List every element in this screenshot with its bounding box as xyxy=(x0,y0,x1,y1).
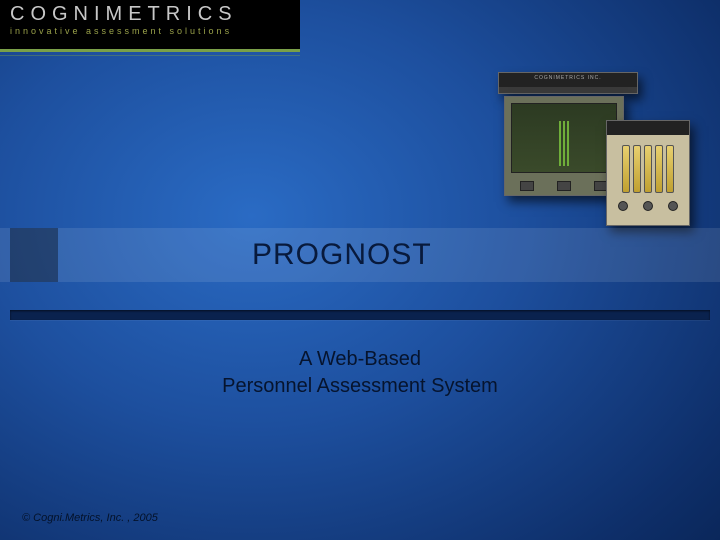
mock-window-title: COGNIMETRICS INC. xyxy=(499,73,637,87)
copyright-footer: © Cogni.Metrics, Inc. , 2005 xyxy=(22,512,158,524)
slide: COGNIMETRICS innovative assessment solut… xyxy=(0,0,720,540)
slide-title: PROGNOST xyxy=(252,238,432,272)
mixer-sliders xyxy=(607,135,689,197)
logo-accent-line-thin xyxy=(0,55,300,56)
title-band: PROGNOST xyxy=(0,228,720,282)
slide-subtitle: A Web-Based Personnel Assessment System xyxy=(0,346,720,400)
subtitle-line-2: Personnel Assessment System xyxy=(222,375,498,397)
mock-window-titlebar: COGNIMETRICS INC. xyxy=(498,72,638,94)
oscilloscope-screen xyxy=(511,103,617,173)
title-band-lead-block xyxy=(10,228,58,282)
mock-window-mixer xyxy=(606,120,690,226)
logo-tagline: innovative assessment solutions xyxy=(10,26,290,36)
subtitle-line-1: A Web-Based xyxy=(299,348,421,370)
mixer-titlebar xyxy=(607,121,689,135)
mixer-knobs xyxy=(607,197,689,215)
logo-block: COGNIMETRICS innovative assessment solut… xyxy=(0,0,300,50)
logo-accent-line xyxy=(0,50,300,52)
horizontal-divider xyxy=(10,310,710,320)
logo-brand: COGNIMETRICS xyxy=(10,4,290,24)
hero-screenshot-cluster: COGNIMETRICS INC. xyxy=(498,72,690,222)
